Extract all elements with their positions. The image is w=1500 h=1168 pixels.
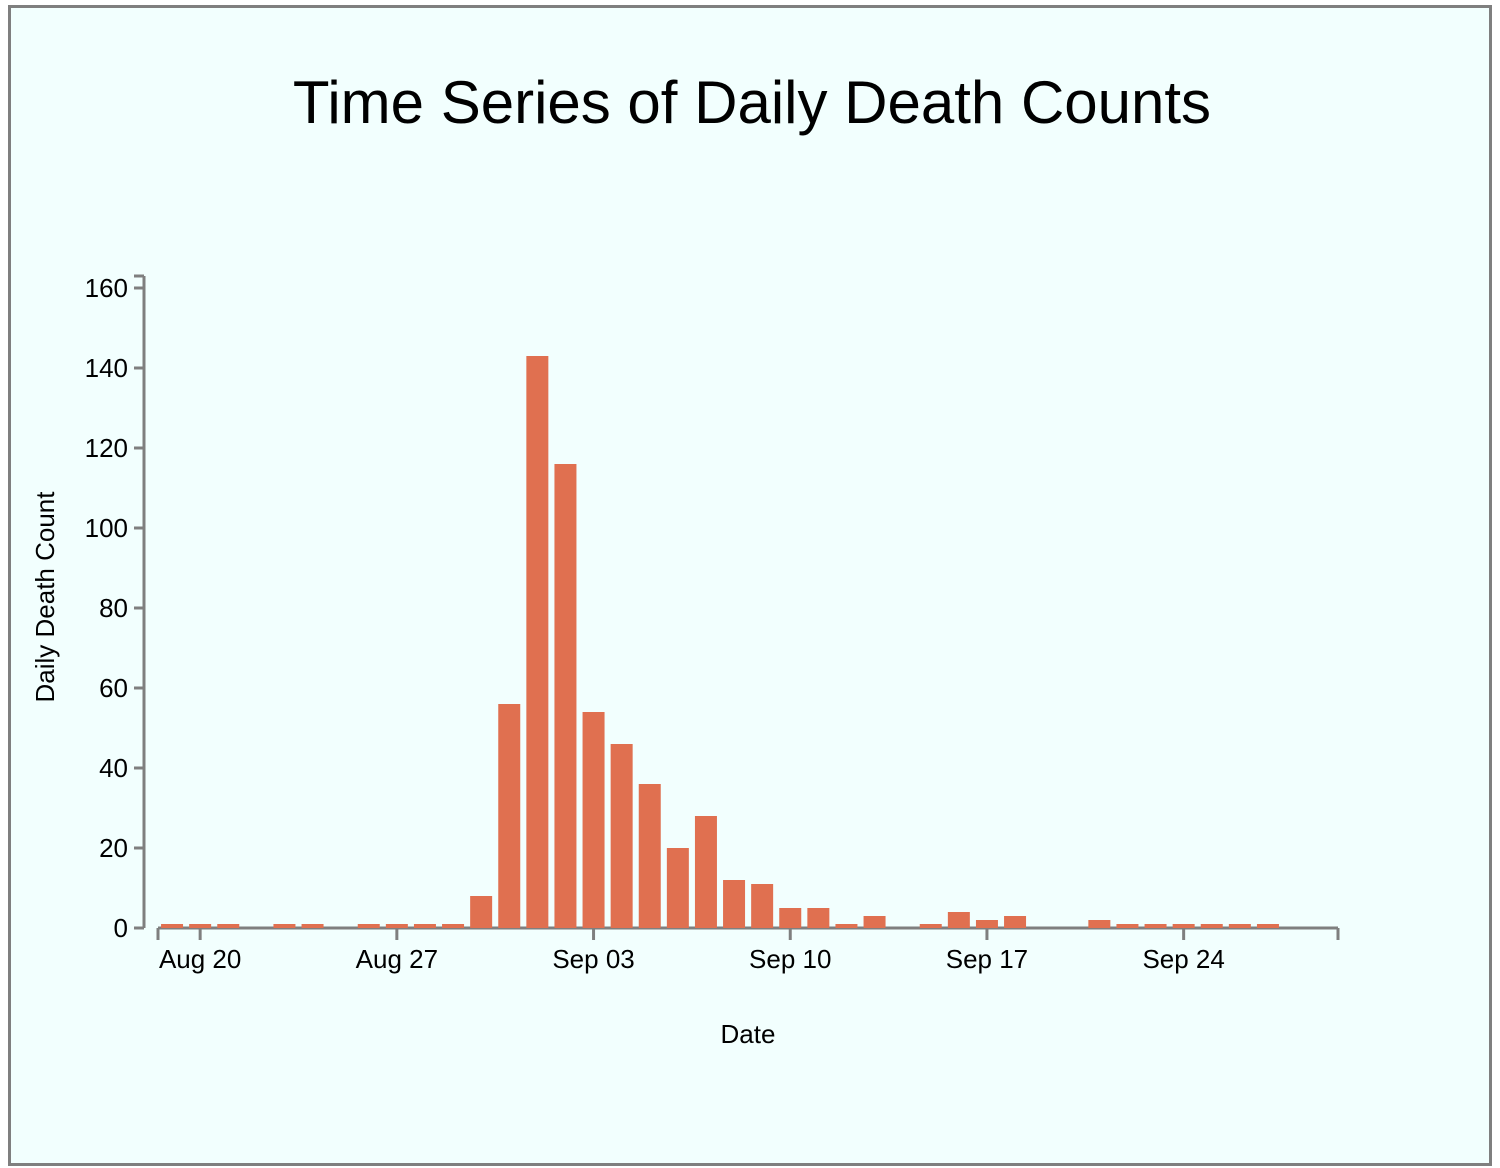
- bar: [1144, 924, 1167, 928]
- bar: [1228, 924, 1251, 928]
- bar: [666, 848, 689, 928]
- bar: [442, 924, 465, 928]
- bars: [161, 356, 1279, 928]
- y-tick-label: 160: [85, 273, 128, 303]
- bar: [189, 924, 212, 928]
- bar: [751, 884, 774, 928]
- y-tick-label: 0: [114, 913, 128, 943]
- y-axis-title: Daily Death Count: [30, 491, 60, 703]
- y-tick-label: 80: [99, 593, 128, 623]
- bar: [947, 912, 970, 928]
- bar: [470, 896, 493, 928]
- bar: [863, 916, 886, 928]
- bar: [1256, 924, 1279, 928]
- bar: [217, 924, 240, 928]
- bar: [610, 744, 633, 928]
- x-tick-label: Sep 24: [1142, 944, 1224, 974]
- chart-frame: [8, 5, 1492, 1166]
- bar: [413, 924, 436, 928]
- bar: [582, 712, 605, 928]
- y-tick-label: 40: [99, 753, 128, 783]
- y-tick-label: 100: [85, 513, 128, 543]
- bar: [498, 704, 521, 928]
- x-tick-label: Aug 20: [159, 944, 241, 974]
- y-tick-label: 120: [85, 433, 128, 463]
- bar: [161, 924, 184, 928]
- y-tick-label: 20: [99, 833, 128, 863]
- bar: [638, 784, 661, 928]
- bar: [1200, 924, 1223, 928]
- bar: [385, 924, 408, 928]
- bar: [807, 908, 830, 928]
- chart-title: Time Series of Daily Death Counts: [293, 69, 1211, 136]
- bar: [779, 908, 802, 928]
- bar: [1088, 920, 1111, 928]
- bar: [723, 880, 746, 928]
- bar: [554, 464, 577, 928]
- y-tick-label: 60: [99, 673, 128, 703]
- bar: [301, 924, 324, 928]
- x-tick-label: Aug 27: [356, 944, 438, 974]
- x-tick-label: Sep 17: [946, 944, 1028, 974]
- y-tick-label: 140: [85, 353, 128, 383]
- bar: [1004, 916, 1027, 928]
- bar: [357, 924, 380, 928]
- bar: [273, 924, 296, 928]
- x-tick-label: Sep 10: [749, 944, 831, 974]
- bar: [1172, 924, 1195, 928]
- bar: [526, 356, 549, 928]
- bar: [919, 924, 942, 928]
- bar: [694, 816, 717, 928]
- bar: [1116, 924, 1139, 928]
- x-axis-title: Date: [721, 1019, 776, 1049]
- bar: [975, 920, 998, 928]
- bar: [835, 924, 858, 928]
- y-axis: 0 20 40 60 80 100 120 140 160: [85, 273, 146, 943]
- x-axis: Aug 20 Aug 27 Sep 03 Sep 10 Sep 17 Sep 24: [156, 926, 1340, 974]
- x-tick-label: Sep 03: [552, 944, 634, 974]
